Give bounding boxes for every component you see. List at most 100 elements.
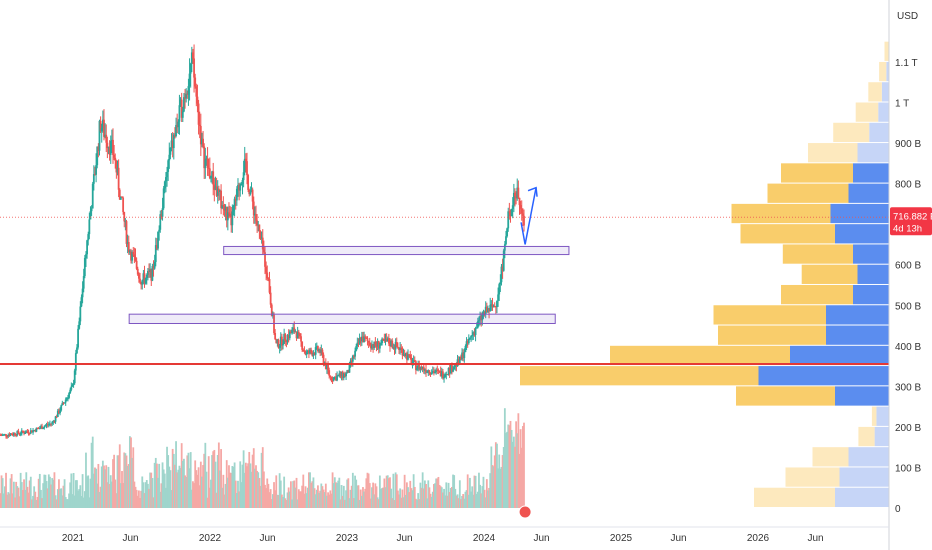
volume-bar (455, 495, 458, 508)
volume-bar (461, 495, 463, 508)
volume-bar (249, 463, 252, 508)
y-tick-label: 1.1 T (895, 58, 918, 69)
candle-body (481, 314, 484, 321)
volume-bar (494, 442, 497, 508)
candle-body (431, 371, 434, 373)
volume-bar (389, 477, 391, 508)
candle-body (457, 359, 460, 364)
candle-body (467, 338, 470, 344)
volume-bar (149, 472, 152, 508)
volume-bar (22, 489, 24, 508)
price-axis[interactable]: USD 0 100 B 200 B 300 B 400 B 500 B 600 B 800 B… (888, 0, 921, 550)
volume-bar (152, 497, 155, 508)
volume-bar (65, 499, 68, 508)
candle-body (104, 134, 107, 137)
y-tick-label: 800 B (895, 180, 921, 191)
volume-bar (114, 479, 117, 508)
last-price-badge-bg (890, 207, 932, 236)
volume-bar (165, 487, 167, 508)
volume-bar (139, 498, 141, 508)
candle-body (310, 349, 313, 353)
volume-bar (269, 489, 272, 508)
candle-body (87, 234, 90, 241)
y-tick-label: 500 B (895, 301, 921, 312)
volume-bar (420, 487, 423, 508)
volume-bar (162, 469, 165, 508)
volume-bar (403, 474, 406, 508)
candle-body (116, 167, 119, 173)
volume-bar (44, 474, 47, 508)
candle-body (216, 188, 219, 196)
profile-bar-up (884, 41, 889, 61)
candle-body (243, 158, 246, 173)
profile-bar-down (839, 467, 889, 487)
currency-label[interactable]: USD (897, 11, 918, 22)
volume-bar (333, 477, 336, 508)
volume-bar (46, 488, 49, 508)
volume-bar (17, 487, 20, 508)
volume-bar (464, 491, 467, 508)
candle-body (231, 211, 234, 226)
volume-bar (72, 472, 75, 508)
volume-bar (259, 485, 262, 508)
candle-body (101, 119, 104, 128)
volume-bar (121, 471, 123, 508)
candle-body (375, 345, 378, 347)
volume-bar (427, 480, 430, 508)
volume-bar (210, 479, 212, 508)
candle-body (36, 427, 39, 429)
candle-body (508, 211, 511, 213)
candle-body (228, 212, 230, 214)
candle-body (233, 198, 236, 207)
candle-body (134, 257, 137, 261)
x-tick-label: 2023 (336, 533, 359, 544)
candle-body (416, 368, 418, 371)
volume-bar (222, 474, 225, 508)
volume-bar (69, 482, 72, 508)
candle-body (261, 237, 264, 250)
volume-bar (377, 499, 380, 508)
x-tick-label: Jun (122, 533, 138, 544)
candle-body (501, 266, 504, 271)
candle-body (337, 375, 340, 377)
candle-body (226, 212, 229, 221)
volume-bar (73, 495, 76, 508)
volume-bar (416, 499, 418, 508)
volume-bar (383, 478, 386, 508)
volume-bar (429, 493, 432, 508)
volume-bar (266, 478, 269, 508)
volume-bar (238, 491, 241, 508)
candle-body (17, 431, 20, 434)
candle-body (247, 175, 250, 190)
volume-bar (43, 474, 46, 508)
candle-body (430, 372, 433, 375)
candle-body (399, 347, 402, 350)
projection-arrow (520, 187, 537, 245)
profile-bar-up (781, 163, 853, 183)
candle-body (305, 352, 308, 355)
candle-body (46, 424, 49, 426)
volume-bar (37, 478, 40, 508)
candle-body (29, 430, 32, 434)
volume-bar (246, 466, 248, 508)
candle-body (77, 328, 79, 348)
candle-body (303, 350, 306, 352)
volume-bar (475, 493, 478, 508)
time-axis[interactable]: 2021 Jun 2022 Jun 2023 Jun 2024 Jun 2025 Jun 2026 J… (0, 526, 889, 544)
candle-body (55, 416, 58, 418)
volume-bar (197, 467, 200, 508)
candle-body (353, 355, 355, 357)
volume-bar (100, 466, 103, 508)
volume-bar (194, 460, 197, 508)
annotations (0, 186, 889, 519)
candles (0, 44, 525, 439)
volume-bar (340, 485, 343, 508)
profile-bar-up (868, 82, 882, 102)
candle-body (215, 186, 218, 196)
candle-body (460, 356, 462, 360)
volume-bar (59, 488, 61, 508)
volume-bar (127, 464, 130, 508)
candle-body (447, 367, 450, 375)
y-tick-label: 200 B (895, 423, 921, 434)
